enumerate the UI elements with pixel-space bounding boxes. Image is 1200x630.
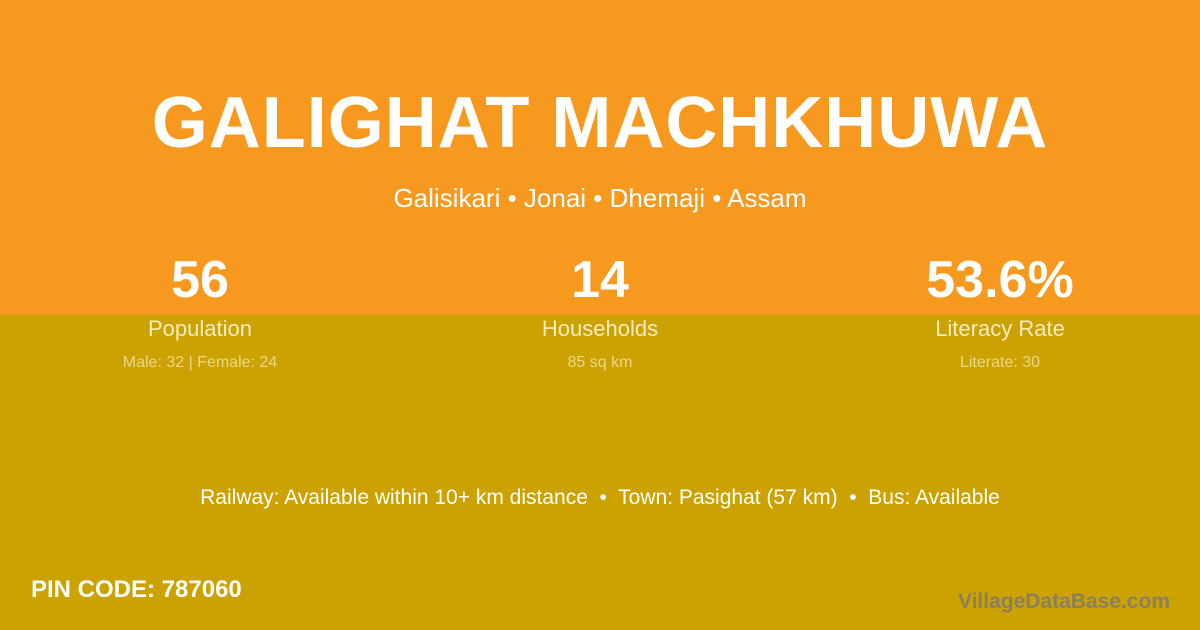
village-title: GALIGHAT MACHKHUWA	[151, 83, 1049, 163]
header-background	[0, 0, 1200, 315]
stat-literacy: 53.6% Literacy Rate Literate: 30	[800, 250, 1200, 372]
stat-value: 53.6%	[926, 251, 1074, 309]
stat-population: 56 Population Male: 32 | Female: 24	[0, 250, 400, 372]
stat-value: 56	[171, 251, 229, 309]
location-breadcrumb: Galisikari • Jonai • Dhemaji • Assam	[393, 183, 807, 213]
stat-label: Literacy Rate	[935, 316, 1065, 341]
brand-watermark: VillageDataBase.com	[957, 590, 1170, 613]
pin-code: PIN CODE: 787060	[31, 576, 242, 603]
connectivity-info: Railway: Available within 10+ km distanc…	[200, 486, 1000, 509]
stat-detail: 85 sq km	[567, 354, 633, 371]
body-background	[0, 315, 1200, 630]
stat-detail: Literate: 30	[959, 354, 1041, 371]
stat-label: Households	[541, 316, 659, 341]
stat-value: 14	[571, 251, 629, 309]
stat-label: Population	[148, 316, 252, 341]
stat-households: 14 Households 85 sq km	[400, 250, 800, 372]
stat-detail: Male: 32 | Female: 24	[122, 354, 278, 371]
